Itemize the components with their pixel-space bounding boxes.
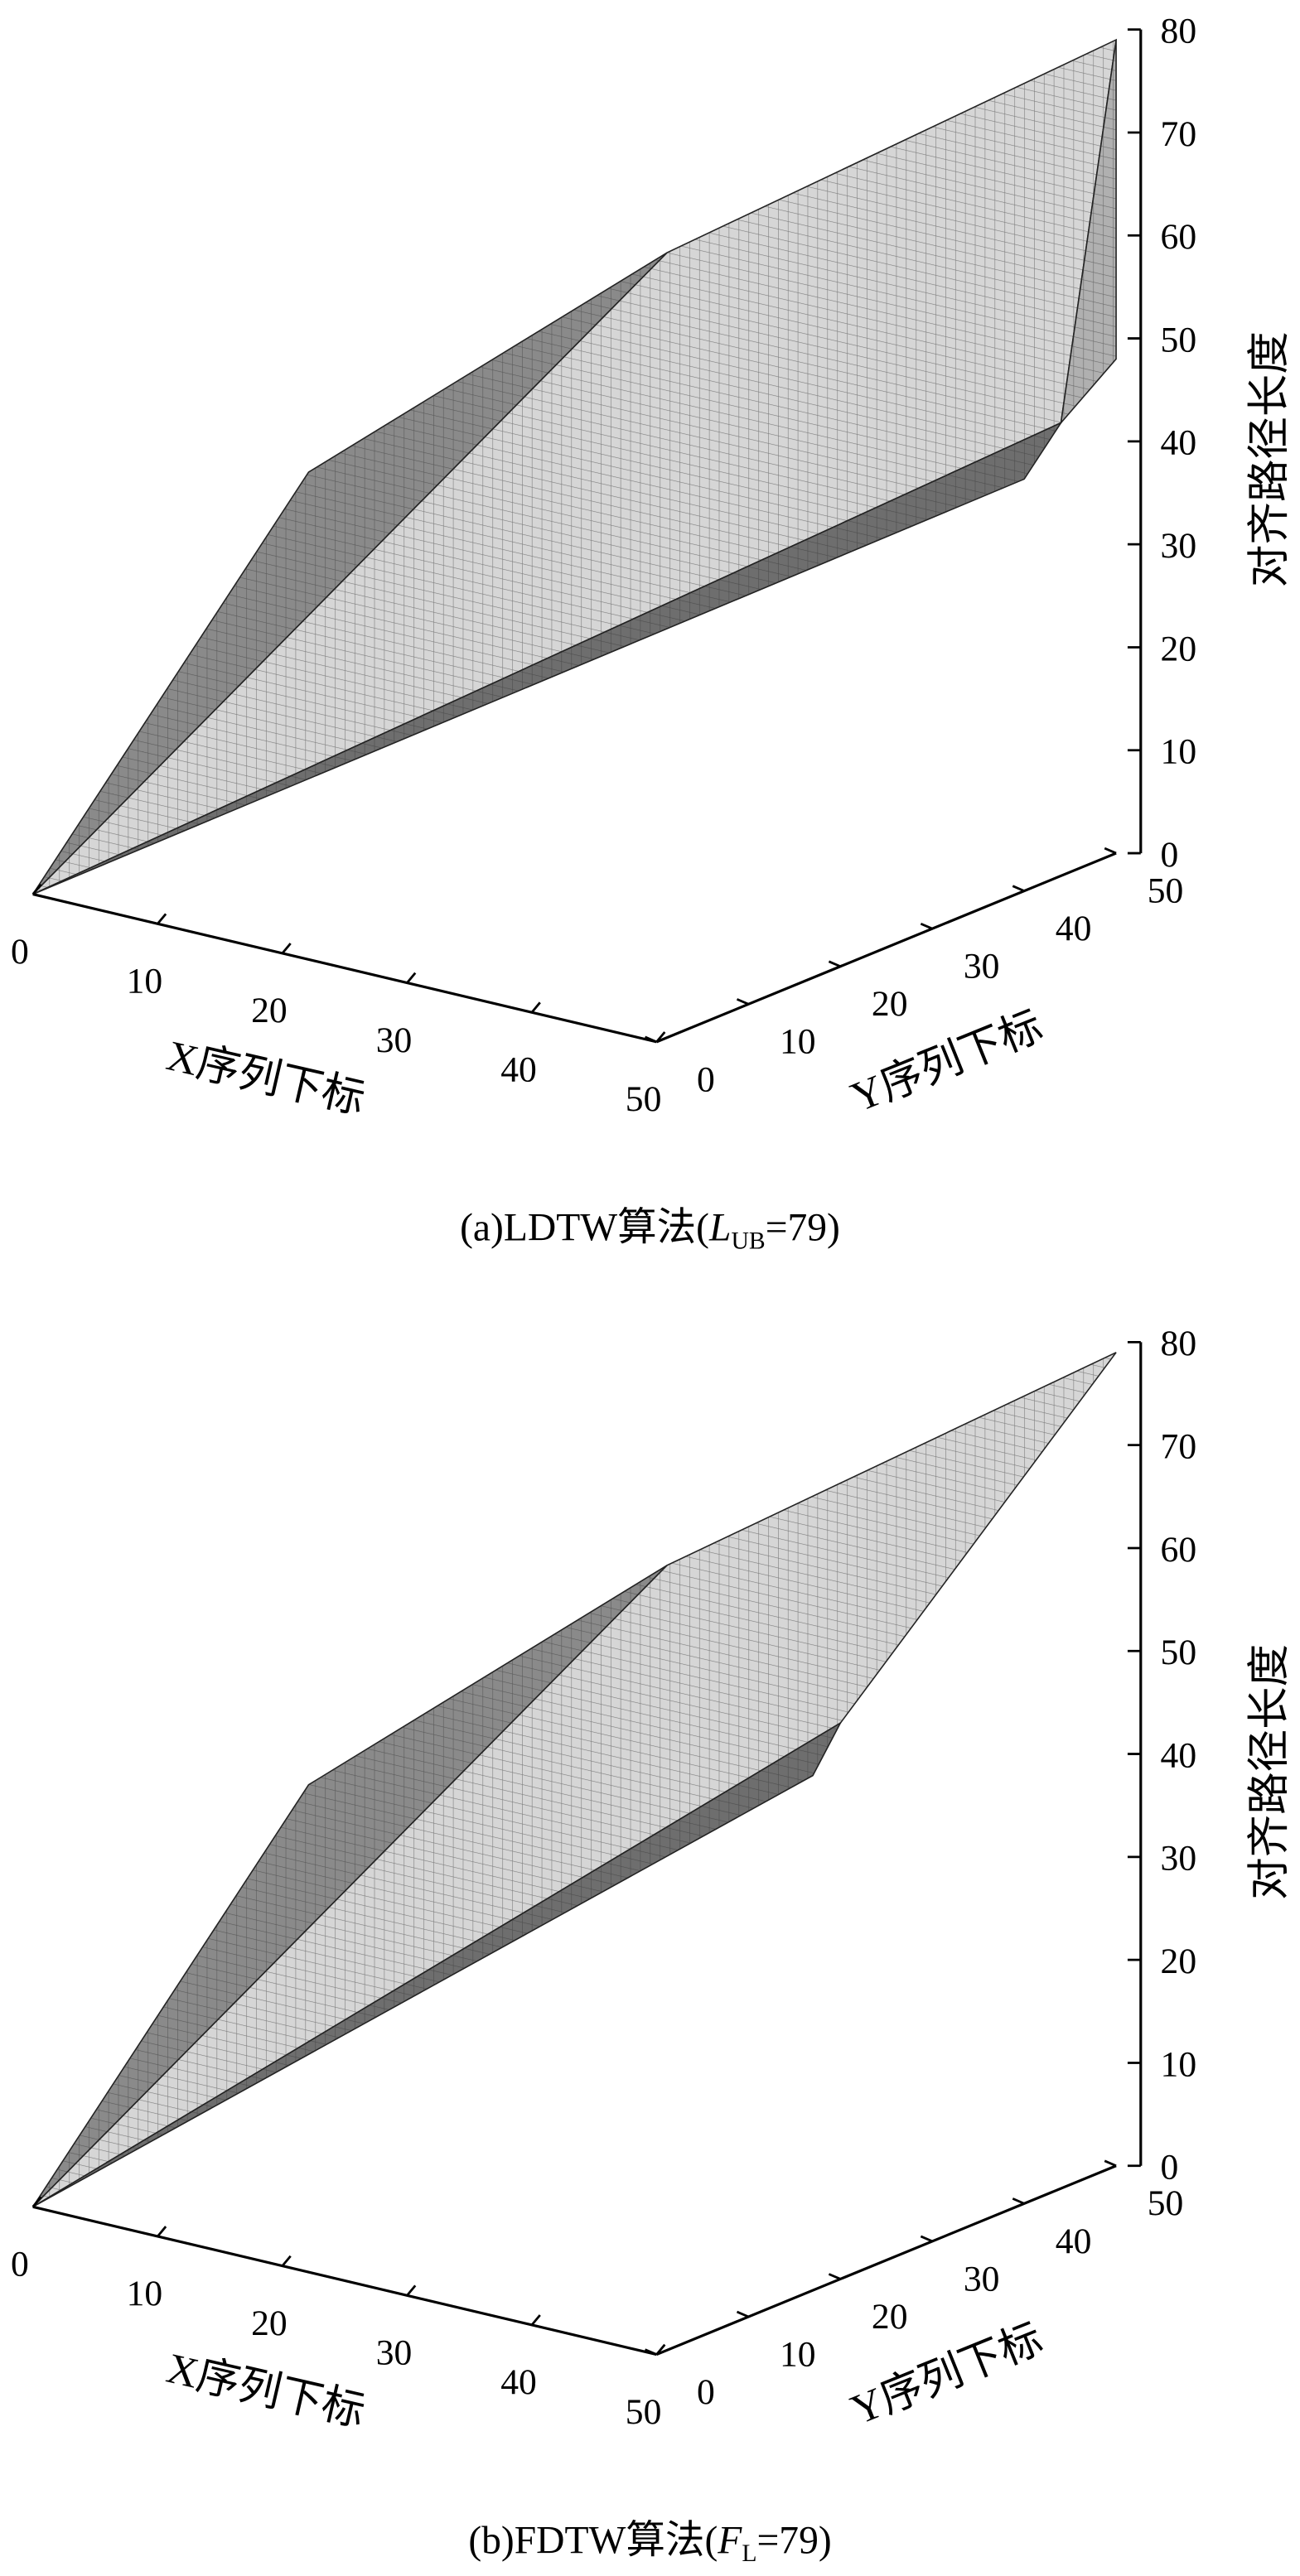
face-texture: [32, 1352, 1117, 2207]
caption-sub: UB: [731, 1228, 765, 1254]
y-tick: [645, 1035, 657, 1044]
y-tick-label: 30: [964, 2259, 1000, 2299]
x-axis-title: X序列下标: [162, 2345, 370, 2436]
x-tick-label: 30: [376, 1020, 413, 1060]
z-tick-label: 10: [1161, 732, 1197, 772]
x-tick-label: 40: [500, 2362, 537, 2402]
x-axis: [32, 2205, 657, 2357]
y-axis: [655, 2164, 1117, 2357]
y-tick: [920, 2235, 933, 2243]
x-tick-label: 20: [251, 2303, 288, 2343]
x-tick-label: 50: [626, 2392, 662, 2432]
z-tick-label: 20: [1161, 1942, 1197, 1981]
z-tick-label: 0: [1161, 835, 1179, 875]
x-tick: [281, 2255, 292, 2267]
y-tick-label: 0: [697, 2372, 715, 2412]
x-tick: [655, 1031, 666, 1043]
y-tick: [1012, 885, 1025, 892]
z-tick-label: 70: [1161, 1427, 1197, 1467]
x-tick-label: 0: [11, 2244, 29, 2284]
y-tick: [920, 922, 933, 930]
y-tick-label: 20: [872, 2297, 908, 2337]
x-tick: [281, 943, 292, 954]
x-tick-label: 20: [251, 991, 288, 1030]
x-axis: [32, 893, 657, 1044]
y-tick-label: 10: [780, 2334, 816, 2374]
z-axis-title: 对齐路径长度: [1246, 1644, 1293, 1900]
x-tick-label: 40: [500, 1049, 537, 1089]
y-tick: [736, 998, 749, 1006]
z-tick-label: 20: [1161, 629, 1197, 668]
x-tick: [31, 2196, 42, 2208]
y-tick-label: 40: [1056, 909, 1092, 948]
y-tick-label: 50: [1148, 871, 1184, 910]
z-tick-label: 10: [1161, 2044, 1197, 2084]
z-tick-label: 80: [1161, 1324, 1197, 1363]
x-tick-label: 30: [376, 2332, 413, 2372]
z-axis-title: 对齐路径长度: [1246, 331, 1293, 587]
z-tick-label: 60: [1161, 217, 1197, 257]
z-tick-label: 30: [1161, 526, 1197, 566]
y-tick: [736, 2310, 749, 2318]
x-tick: [655, 2343, 666, 2356]
y-tick-label: 30: [964, 947, 1000, 987]
face-texture: [32, 40, 1117, 895]
z-tick-label: 60: [1161, 1530, 1197, 1570]
x-tick-label: 0: [11, 932, 29, 972]
y-axis: [655, 851, 1117, 1044]
z-tick-label: 40: [1161, 1735, 1197, 1775]
x-tick-label: 10: [127, 961, 163, 1001]
y-tick: [1104, 847, 1117, 855]
caption-prefix: (b)FDTW算法(: [468, 2519, 718, 2562]
caption-var: F: [717, 2519, 742, 2562]
x-axis-title: X序列下标: [162, 1032, 370, 1123]
y-tick: [828, 2273, 841, 2280]
x-tick: [157, 2226, 167, 2237]
caption-var: L: [708, 1207, 731, 1250]
face-texture: [32, 422, 1061, 895]
y-tick-label: 0: [697, 1059, 715, 1099]
z-tick-label: 70: [1161, 114, 1197, 154]
z-tick-label: 0: [1161, 2148, 1179, 2188]
z-tick-label: 30: [1161, 1839, 1197, 1879]
caption-suffix: =79): [757, 2519, 832, 2562]
x-tick: [406, 2284, 417, 2297]
y-tick-label: 20: [872, 984, 908, 1024]
caption: (b)FDTW算法(FL=79): [468, 2519, 831, 2567]
y-tick: [1104, 2159, 1117, 2168]
x-tick-label: 10: [127, 2274, 163, 2313]
y-tick-label: 40: [1056, 2221, 1092, 2261]
caption-prefix: (a)LDTW算法(: [460, 1207, 709, 1250]
x-tick: [31, 883, 42, 895]
z-tick-label: 40: [1161, 423, 1197, 463]
y-tick-label: 50: [1148, 2183, 1184, 2223]
y-tick: [828, 960, 841, 968]
x-tick: [530, 2314, 541, 2326]
z-tick-label: 80: [1161, 12, 1197, 51]
y-tick: [645, 2348, 657, 2356]
caption: (a)LDTW算法(LUB=79): [460, 1207, 840, 1255]
x-tick: [530, 1001, 541, 1014]
x-tick: [157, 913, 167, 925]
caption-sub: L: [742, 2540, 756, 2567]
y-tick: [1012, 2197, 1025, 2205]
x-tick-label: 50: [626, 1079, 662, 1119]
caption-suffix: =79): [766, 1207, 840, 1250]
y-tick-label: 10: [780, 1022, 816, 1062]
z-tick-label: 50: [1161, 1633, 1197, 1672]
x-tick: [406, 972, 417, 984]
z-tick-label: 50: [1161, 320, 1197, 359]
